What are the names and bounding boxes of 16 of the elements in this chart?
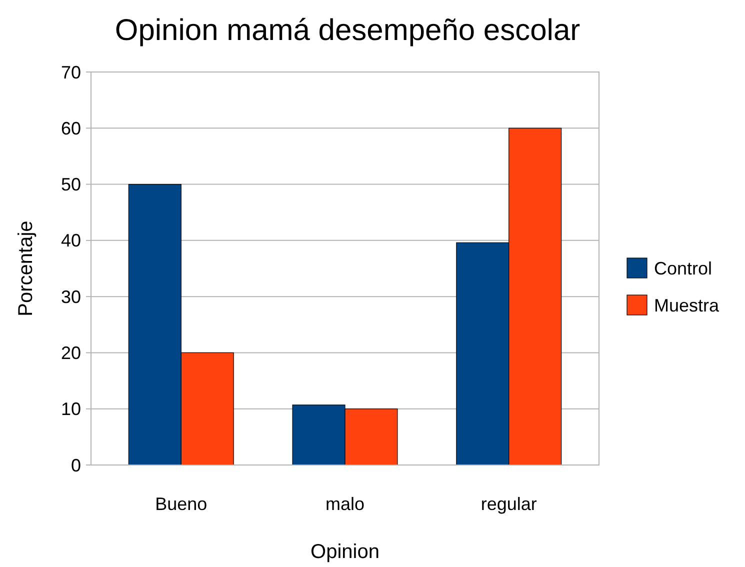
x-axis-title: Opinion	[310, 541, 380, 563]
legend-label: Control	[654, 258, 712, 278]
y-tick-label: 50	[60, 174, 81, 195]
chart-title: Opinion mamá desempeño escolar	[114, 14, 580, 47]
y-tick-label: 30	[60, 286, 81, 307]
y-tick-label: 60	[60, 118, 81, 138]
x-tick-label: malo	[325, 494, 365, 514]
y-tick-label: 0	[70, 455, 81, 476]
y-axis-title: Porcentaje	[15, 220, 37, 316]
y-tick-label: 40	[60, 230, 81, 251]
legend-label: Muestra	[654, 295, 720, 316]
y-tick-label: 70	[60, 62, 81, 82]
x-tick-label: Bueno	[155, 494, 208, 514]
y-tick-label: 20	[60, 343, 81, 364]
y-tick-label: 10	[60, 399, 81, 420]
x-tick-label: regular	[480, 494, 537, 514]
